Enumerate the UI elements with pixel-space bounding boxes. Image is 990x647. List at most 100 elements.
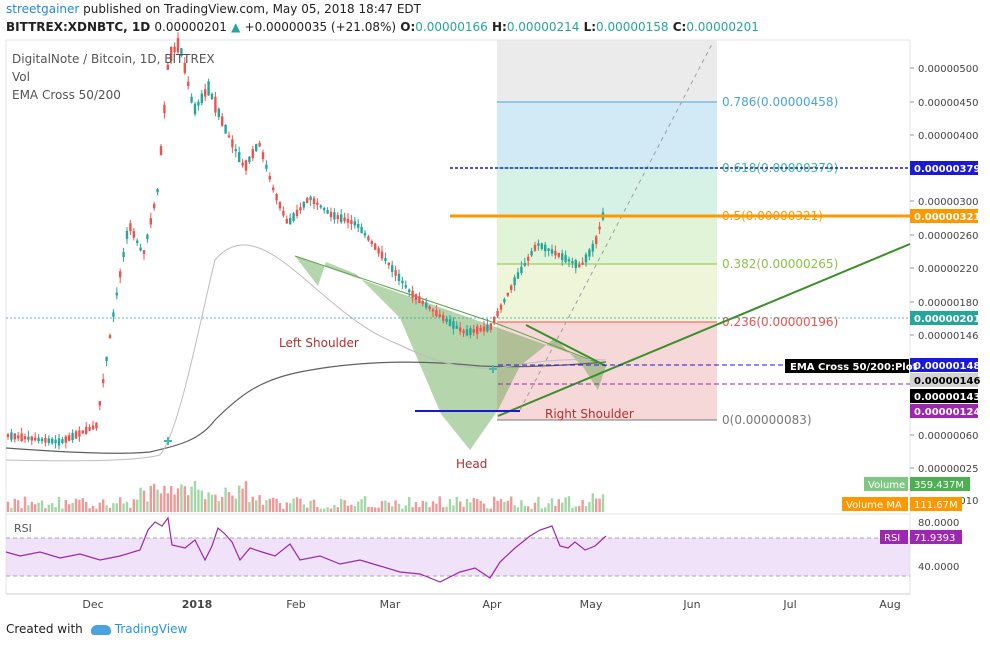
candle-body bbox=[319, 205, 322, 208]
volume-bar bbox=[306, 507, 309, 512]
candle-body bbox=[275, 194, 278, 201]
candle-body bbox=[479, 327, 482, 332]
volume-bar bbox=[265, 500, 268, 512]
volume-bar bbox=[309, 500, 312, 512]
ema-badge-label: EMA Cross 50/200:Plot bbox=[790, 362, 918, 373]
volume-bar bbox=[292, 498, 295, 512]
candle-body bbox=[251, 149, 254, 159]
rsi-badge bbox=[880, 530, 908, 544]
legend-vol: Vol bbox=[12, 70, 30, 84]
candle-body bbox=[384, 258, 387, 261]
close-label: C: bbox=[672, 20, 687, 34]
volume-bar bbox=[435, 503, 438, 512]
price-badge bbox=[910, 358, 978, 372]
volume-bar bbox=[472, 498, 475, 512]
tradingview-link[interactable]: TradingView bbox=[114, 622, 188, 636]
candle-body bbox=[411, 290, 414, 298]
candle-body bbox=[452, 321, 455, 329]
volume-bar bbox=[122, 503, 125, 512]
candle-body bbox=[391, 265, 394, 272]
volume-bar bbox=[136, 499, 139, 512]
volume-bar bbox=[54, 507, 57, 512]
candle-body bbox=[285, 218, 288, 224]
candle-body bbox=[323, 208, 326, 211]
candle-body bbox=[540, 243, 543, 250]
volume-bar bbox=[537, 496, 540, 512]
volume-bar bbox=[544, 507, 547, 512]
candle-body bbox=[421, 301, 424, 304]
volume-bar bbox=[200, 490, 203, 512]
candle-body bbox=[404, 285, 407, 288]
volume-bar bbox=[57, 496, 61, 512]
volume-bar bbox=[61, 508, 64, 512]
candle-body bbox=[54, 439, 57, 444]
resistance-trendline[interactable] bbox=[525, 324, 607, 367]
candle-body bbox=[343, 217, 346, 222]
volume-bar bbox=[74, 498, 78, 512]
rsi-tick-label: 80.0000 bbox=[918, 518, 959, 529]
volume-bar bbox=[312, 499, 316, 512]
candle-body bbox=[581, 262, 584, 265]
volume-bar bbox=[251, 496, 254, 512]
volume-bar bbox=[496, 500, 499, 512]
candle-body bbox=[105, 356, 108, 362]
candle-body bbox=[401, 280, 404, 284]
time-tick-label: Mar bbox=[380, 598, 401, 611]
price-badge-label: 0.00000146 bbox=[914, 376, 980, 387]
candle-body bbox=[6, 434, 10, 437]
price-badge-label: 0.00000143 bbox=[914, 392, 980, 403]
candle-body bbox=[520, 266, 523, 274]
volume-bar bbox=[64, 500, 67, 512]
volume-bar bbox=[462, 506, 465, 512]
candle-body bbox=[30, 436, 33, 441]
volume-bar bbox=[88, 508, 91, 512]
volume-bar bbox=[224, 487, 227, 512]
candle-body bbox=[516, 272, 520, 279]
candle-body bbox=[207, 81, 210, 96]
right-shoulder-label: Right Shoulder bbox=[545, 407, 634, 421]
candle-body bbox=[88, 427, 91, 431]
candle-body bbox=[340, 214, 343, 223]
candle-body bbox=[571, 261, 574, 264]
time-axis: Dec 2018 Feb Mar Apr May Jun Jul Aug bbox=[82, 598, 900, 611]
volume-bar bbox=[367, 506, 370, 512]
candle-body bbox=[397, 273, 401, 282]
left-shoulder-label: Left Shoulder bbox=[279, 336, 359, 350]
volume-bar bbox=[353, 506, 356, 512]
legend-ema: EMA Cross 50/200 bbox=[12, 88, 121, 102]
support-trendline[interactable] bbox=[497, 243, 911, 417]
candle-body bbox=[578, 264, 581, 268]
volume-bar bbox=[278, 502, 282, 512]
volume-bar bbox=[214, 494, 217, 512]
author-link[interactable]: streetgainer bbox=[6, 2, 80, 16]
projection-line[interactable] bbox=[519, 43, 713, 411]
volume-bar bbox=[142, 490, 146, 512]
candle-body bbox=[47, 438, 50, 443]
volume-bar bbox=[6, 501, 10, 512]
volume-bar bbox=[530, 508, 533, 512]
volume-bar bbox=[173, 494, 176, 512]
price-badge bbox=[910, 373, 978, 387]
candle-body bbox=[316, 202, 319, 205]
candle-body bbox=[129, 223, 132, 232]
volume-value: 359.437M bbox=[914, 480, 964, 491]
candle-body bbox=[486, 324, 489, 332]
time-tick-label: Feb bbox=[286, 598, 305, 611]
volume-bar bbox=[550, 498, 554, 512]
price-tick-label: 0.00000060 bbox=[918, 431, 978, 442]
price-tick-label: 0.00000300 bbox=[918, 197, 978, 208]
candle-body bbox=[204, 89, 207, 97]
volume-bar bbox=[510, 496, 513, 512]
volume-bar bbox=[557, 499, 560, 512]
published-text: published on TradingView.com, May 05, 20… bbox=[83, 2, 421, 16]
candle-body bbox=[295, 209, 299, 217]
volume-bar bbox=[387, 502, 390, 512]
price-tick-label: 0.00000400 bbox=[918, 131, 978, 142]
volume-bar bbox=[506, 500, 509, 512]
candle-body bbox=[108, 335, 112, 339]
volume-bar bbox=[238, 485, 241, 512]
candle-body bbox=[476, 326, 479, 334]
candle-body bbox=[265, 164, 268, 169]
volume-bar bbox=[465, 498, 469, 512]
